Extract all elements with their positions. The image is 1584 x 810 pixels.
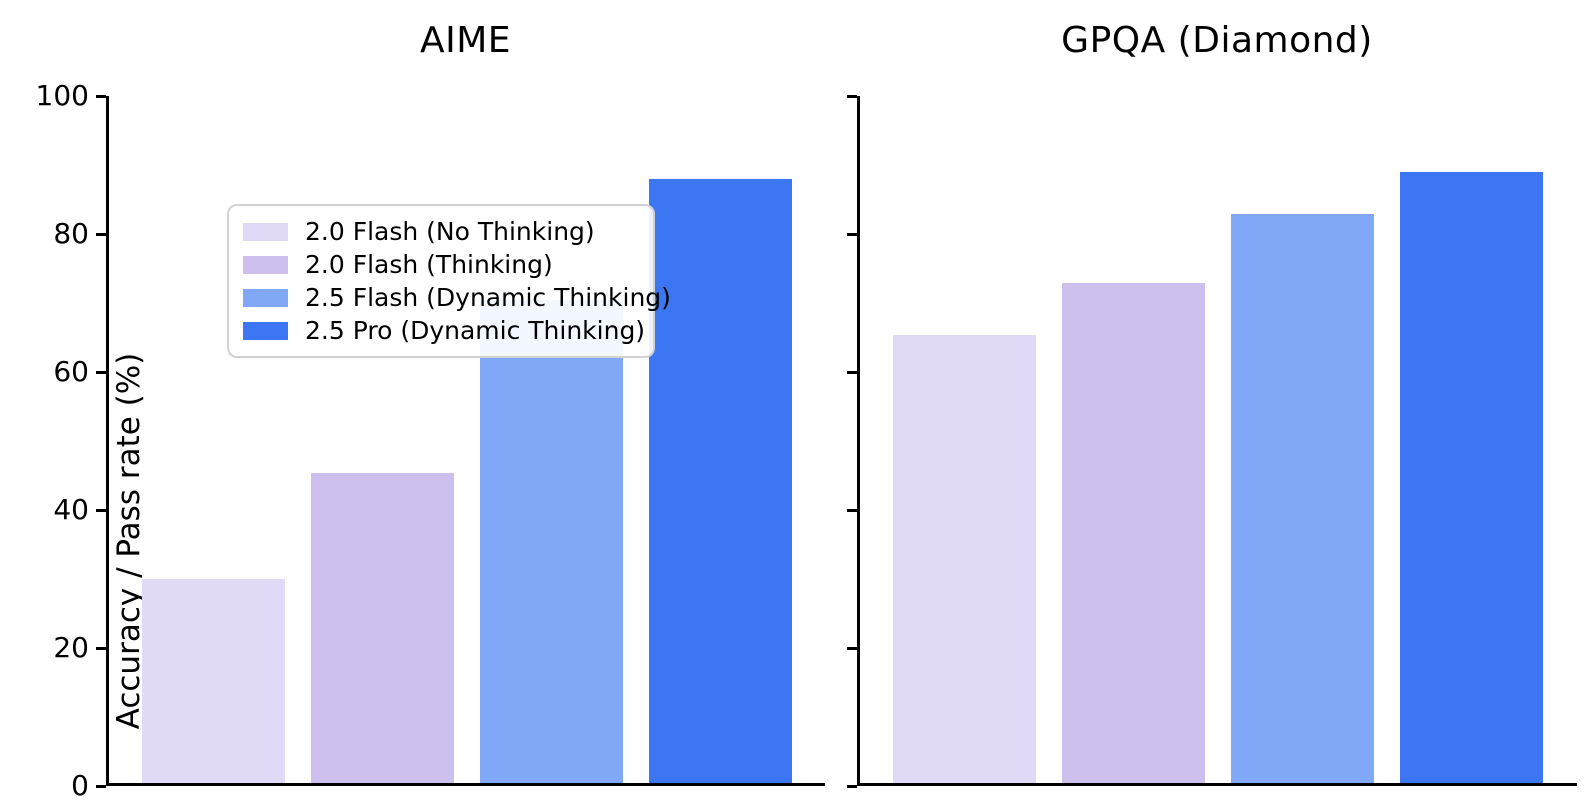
bar-gpqa-diamond--series-3 [1400, 172, 1543, 783]
legend-item: 2.0 Flash (Thinking) [243, 249, 639, 280]
y-tick-label-100: 100 [35, 79, 89, 112]
legend-label: 2.0 Flash (Thinking) [305, 250, 553, 279]
bar-gpqa-diamond--series-2 [1231, 213, 1374, 783]
bar-aime-series-0 [142, 579, 285, 783]
bar-aime-series-2 [480, 300, 623, 783]
legend-swatch-icon [243, 222, 288, 241]
y-tick-label-80: 80 [53, 217, 89, 250]
legend-swatch-icon [243, 321, 288, 340]
y-tick-label-0: 0 [71, 769, 89, 802]
bar-gpqa-diamond--series-1 [1062, 282, 1205, 783]
y-tick-mark-0 [96, 784, 106, 788]
chart-title-gpqa: GPQA (Diamond) [1061, 20, 1373, 61]
legend-item: 2.5 Flash (Dynamic Thinking) [243, 282, 671, 313]
legend-label: 2.5 Flash (Dynamic Thinking) [305, 283, 671, 312]
y-tick-mark-60 [847, 370, 857, 374]
y-tick-label-60: 60 [53, 355, 89, 388]
plot-area-aime: Accuracy / Pass rate (%) 2.0 Flash (No T… [36, 79, 825, 802]
legend-label: 2.5 Pro (Dynamic Thinking) [305, 316, 646, 345]
legend-item: 2.5 Pro (Dynamic Thinking) [243, 315, 645, 346]
legend-swatch-icon [243, 288, 288, 307]
legend: 2.0 Flash (No Thinking) 2.0 Flash (Thinki… [227, 204, 671, 358]
y-tick-mark-80 [847, 232, 857, 236]
bar-aime-series-3 [649, 179, 792, 783]
y-tick-label-20: 20 [53, 631, 89, 664]
legend-swatch-icon [243, 255, 288, 274]
legend-label: 2.0 Flash (No Thinking) [305, 217, 595, 246]
y-tick-mark-0 [847, 784, 857, 788]
plot-area-gpqa [847, 94, 1577, 788]
y-tick-mark-60 [96, 370, 106, 374]
y-tick-mark-40 [96, 508, 106, 512]
legend-item: 2.0 Flash (No Thinking) [243, 216, 639, 247]
y-tick-mark-100 [96, 94, 106, 98]
bar-aime-series-1 [311, 472, 454, 783]
bar-gpqa-diamond--series-0 [893, 334, 1036, 783]
y-tick-mark-100 [847, 94, 857, 98]
y-tick-mark-20 [847, 646, 857, 650]
y-tick-mark-80 [96, 232, 106, 236]
y-tick-label-40: 40 [53, 493, 89, 526]
chart-title-aime: AIME [419, 20, 512, 61]
y-tick-mark-20 [96, 646, 106, 650]
y-tick-mark-40 [847, 508, 857, 512]
